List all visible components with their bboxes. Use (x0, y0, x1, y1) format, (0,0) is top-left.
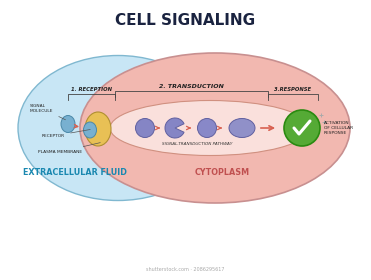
Text: RECEPTOR: RECEPTOR (42, 129, 90, 138)
Ellipse shape (83, 122, 96, 138)
Circle shape (284, 110, 320, 146)
Text: CELL SIGNALING: CELL SIGNALING (115, 13, 255, 28)
Text: PLASMA MEMBRANE: PLASMA MEMBRANE (38, 143, 100, 154)
Text: SIGNAL
MOLECULE: SIGNAL MOLECULE (30, 104, 66, 120)
Ellipse shape (85, 112, 111, 146)
Text: SIGNAL-TRANSDUCTION PATHWAY: SIGNAL-TRANSDUCTION PATHWAY (162, 142, 232, 146)
Text: shutterstock.com · 2086295617: shutterstock.com · 2086295617 (146, 267, 224, 272)
Text: 3.RESPONSE: 3.RESPONSE (275, 87, 312, 92)
Ellipse shape (80, 53, 350, 203)
Ellipse shape (229, 118, 255, 137)
Ellipse shape (197, 118, 217, 137)
Ellipse shape (61, 116, 75, 132)
Text: ACTIVATION
OF CELLULAR
RESPONSE: ACTIVATION OF CELLULAR RESPONSE (324, 122, 353, 135)
Text: 1. RECEPTION: 1. RECEPTION (70, 87, 112, 92)
Ellipse shape (135, 118, 154, 137)
Ellipse shape (18, 55, 218, 200)
Ellipse shape (110, 101, 310, 155)
Text: CYTOPLASM: CYTOPLASM (194, 167, 250, 176)
Wedge shape (165, 118, 184, 138)
Text: 2. TRANSDUCTION: 2. TRANSDUCTION (158, 84, 223, 89)
Text: EXTRACELLULAR FLUID: EXTRACELLULAR FLUID (23, 167, 127, 176)
